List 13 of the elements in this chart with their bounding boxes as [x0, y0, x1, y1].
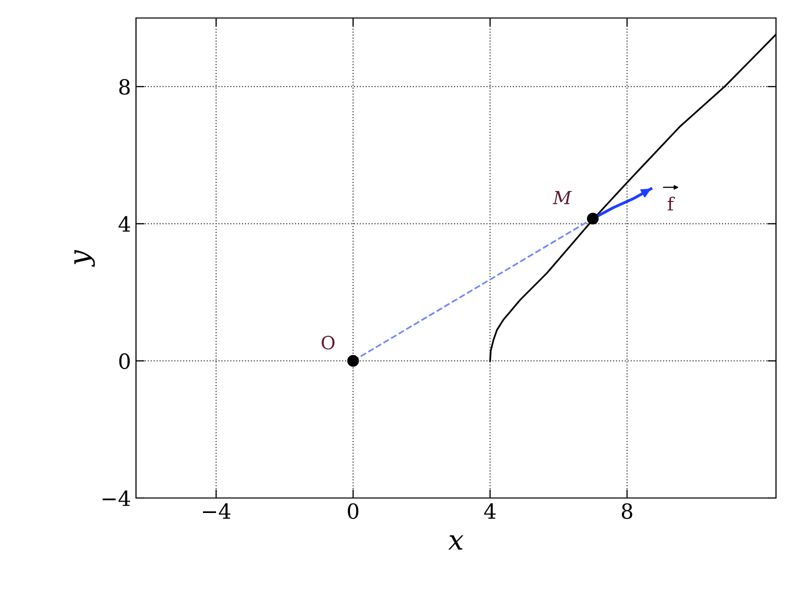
annotation: M — [552, 190, 572, 204]
y-tick-label: 8 — [119, 79, 130, 95]
y-tick-label: −4 — [102, 490, 130, 506]
x-tick-label: −4 — [202, 503, 230, 519]
y-tick-label: 0 — [119, 353, 130, 370]
annotation: O — [322, 336, 334, 350]
y-tick-label: 4 — [118, 216, 130, 232]
x-axis-title: x — [448, 535, 464, 550]
x-tick-label: 8 — [622, 503, 632, 519]
y-axis-title: y — [74, 250, 95, 267]
x-tick-label: 0 — [348, 503, 358, 519]
x-tick-label: 4 — [484, 503, 496, 519]
annotation: f — [668, 196, 675, 210]
